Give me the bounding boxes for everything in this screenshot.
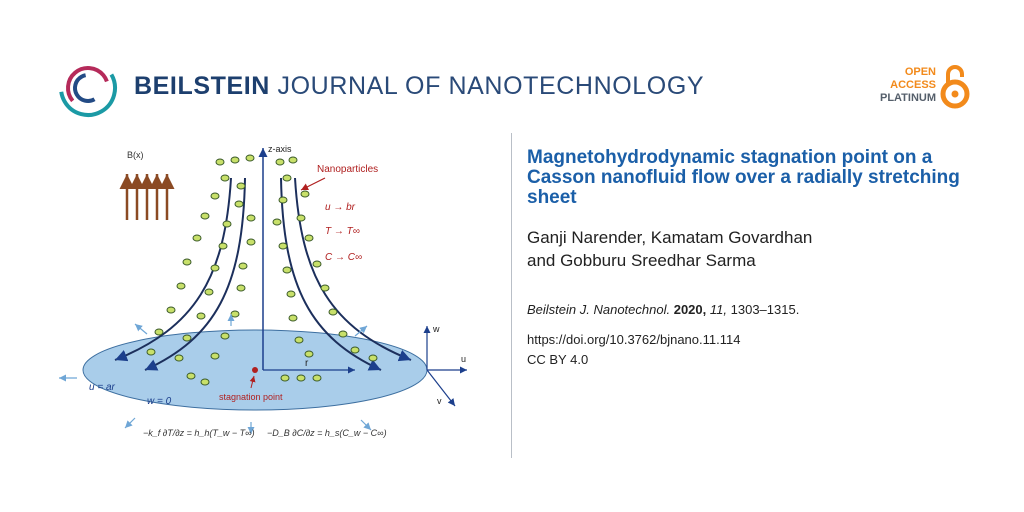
license: CC BY 4.0	[527, 352, 589, 367]
r-label: r	[305, 358, 309, 369]
flow-streamlines	[114, 177, 412, 371]
citation-journal: Beilstein J. Nanotechnol.	[527, 302, 671, 317]
bc-concentration-eq: −D_B ∂C/∂z = h_s(C_w − C∞)	[267, 428, 387, 438]
citation-volume: 11,	[709, 302, 727, 317]
journal-title-bold: BEILSTEIN	[134, 72, 270, 100]
w0-label: w = 0	[147, 396, 172, 407]
nanoparticles-label: Nanoparticles	[317, 164, 378, 175]
magnetic-field-arrows	[119, 174, 175, 220]
eq-u-br: u → br	[325, 202, 356, 213]
citation: Beilstein J. Nanotechnol. 2020, 11, 1303…	[527, 302, 799, 317]
u-ar-label: u = ar	[89, 382, 116, 393]
stagnation-point-dot	[252, 367, 258, 373]
stagnation-pointer	[249, 375, 256, 389]
authors-line-2: and Gobburu Sreedhar Sarma	[527, 251, 756, 270]
u-axis-label: u	[461, 354, 466, 364]
beilstein-logo-icon	[59, 59, 117, 117]
doi-link[interactable]: https://doi.org/10.3762/bjnano.11.114	[527, 332, 741, 347]
citation-year: 2020,	[673, 302, 707, 317]
citation-pages: 1303–1315.	[730, 302, 800, 317]
w-axis-label: w	[432, 324, 440, 334]
vertical-divider	[511, 133, 512, 458]
eq-C-inf: C → C∞	[325, 252, 362, 263]
eq-T-inf: T → T∞	[325, 226, 360, 237]
nanoparticles-pointer	[300, 177, 326, 191]
oa-access-text: ACCESS	[890, 79, 936, 91]
oa-open-text: OPEN	[904, 66, 936, 78]
z-axis-label: z-axis	[268, 144, 292, 154]
stretch-arrows	[59, 314, 372, 434]
journal-title: BEILSTEIN JOURNAL OF NANOTECHNOLOGY	[134, 72, 704, 101]
graphical-abstract-figure: B(x) z-axis Nanoparticles u → br T → T∞ …	[59, 144, 467, 438]
authors-line-1: Ganji Narender, Kamatam Govardhan	[527, 228, 813, 247]
stagnation-point-label: stagnation point	[219, 392, 283, 402]
bc-thermal-eq: −k_f ∂T/∂z = h_h(T_w − T∞)	[143, 428, 255, 438]
coordinate-axes	[423, 326, 467, 407]
v-axis-label: v	[437, 396, 442, 406]
open-access-badge: OPEN ACCESS PLATINUM	[880, 66, 936, 105]
journal-title-rest: JOURNAL OF NANOTECHNOLOGY	[277, 72, 705, 100]
bx-label: B(x)	[127, 150, 144, 160]
article-title[interactable]: Magnetohydrodynamic stagnation point on …	[527, 147, 960, 208]
authors: Ganji Narender, Kamatam Govardhan and Go…	[527, 226, 987, 272]
oa-platinum-text: PLATINUM	[879, 92, 936, 104]
open-access-lock-icon	[940, 65, 970, 109]
